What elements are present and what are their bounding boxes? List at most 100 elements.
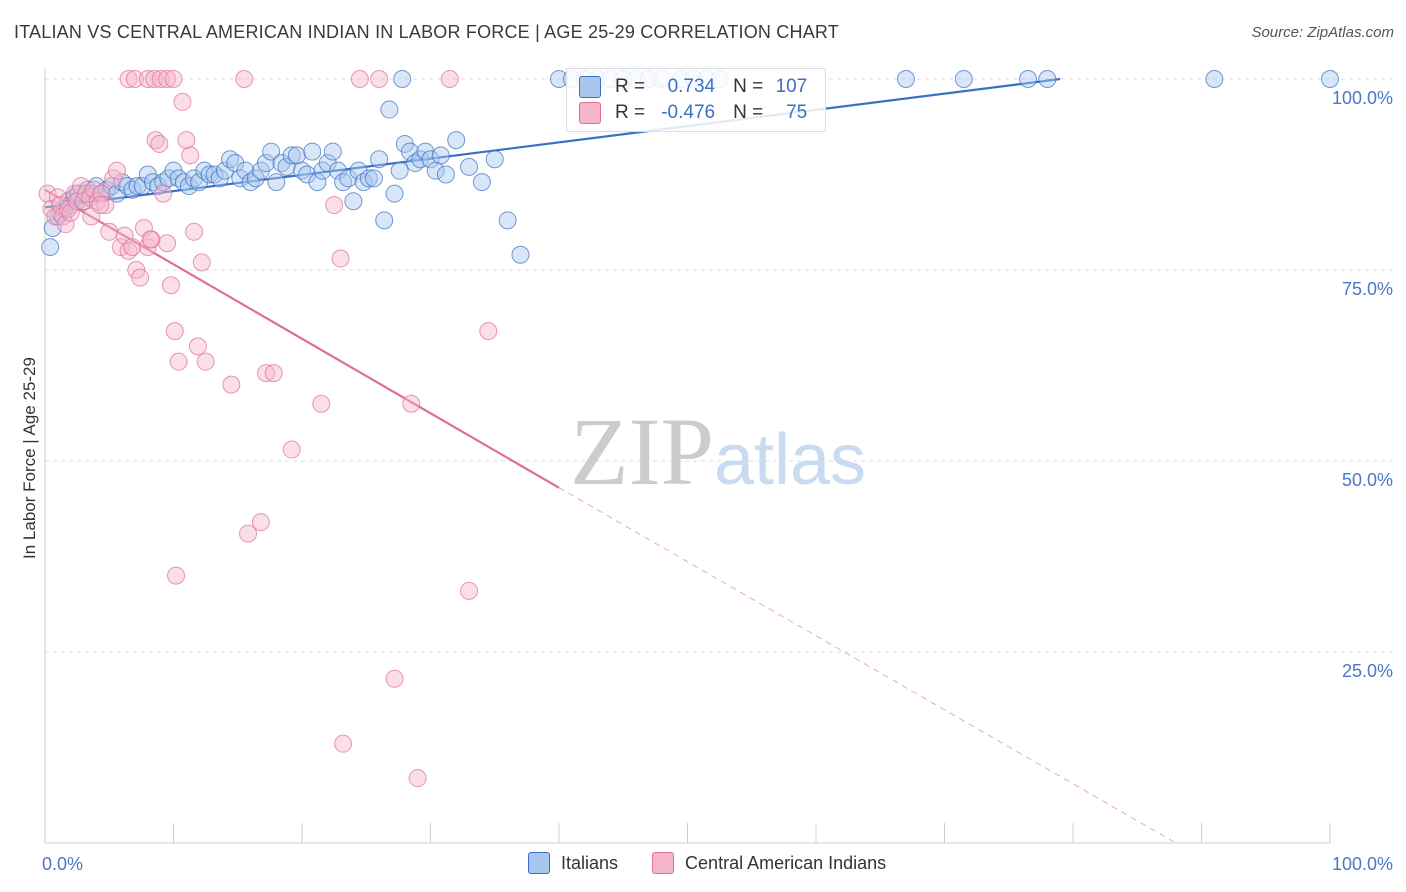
- r-value-central-american-indians: -0.476: [661, 102, 716, 123]
- blue-swatch-icon: [579, 76, 601, 98]
- italians-point: [485, 150, 504, 169]
- series-legend: Italians Central American Indians: [528, 852, 920, 874]
- central-american-indians-point: [161, 276, 180, 295]
- central-american-indians-point: [222, 375, 241, 394]
- italians-point: [447, 131, 466, 150]
- central-american-indians-point: [141, 230, 160, 249]
- italians-point: [370, 150, 389, 169]
- central-american-indians-point: [181, 146, 200, 165]
- central-american-indians-point: [151, 70, 170, 88]
- italians-point: [215, 161, 234, 180]
- italians-point: [954, 70, 973, 88]
- italians-point: [328, 161, 347, 180]
- central-american-indians-point: [334, 734, 353, 753]
- central-american-indians-point: [440, 70, 459, 88]
- pink-swatch-icon: [652, 852, 675, 874]
- blue-swatch-icon: [528, 852, 550, 874]
- italians-point: [262, 142, 281, 161]
- tick-labels: 25.0% 50.0% 75.0% 100.0% 0.0% 100.0%: [42, 88, 1393, 874]
- italians-point: [511, 245, 530, 264]
- italians-point: [200, 165, 219, 184]
- central-american-indians-point: [188, 337, 207, 356]
- italians-point: [41, 238, 60, 257]
- italians-point: [339, 169, 358, 188]
- italians-point: [472, 173, 491, 192]
- correlation-legend: R = 0.734 N = 107 R = -0.476 N = 75: [566, 68, 826, 132]
- central-american-indians-trend-extension: [558, 487, 1177, 844]
- italians-point: [1019, 70, 1038, 88]
- y-tick-label: 75.0%: [1342, 279, 1393, 299]
- italians-point: [287, 146, 306, 165]
- central-american-indians-point: [92, 184, 111, 203]
- trend-lines: [44, 77, 1177, 844]
- central-american-indians-point: [192, 253, 211, 272]
- central-american-indians-point: [91, 196, 110, 215]
- y-tick-label: 50.0%: [1342, 470, 1393, 490]
- central-american-indians-point: [251, 513, 270, 532]
- italians-point: [323, 142, 342, 161]
- n-label: N =: [733, 102, 764, 123]
- central-american-indians-point: [96, 196, 115, 215]
- central-american-indians-point: [123, 238, 142, 257]
- central-american-indians-point: [154, 184, 173, 203]
- source-label: Source: ZipAtlas.com: [1251, 24, 1394, 41]
- y-tick-label: 100.0%: [1332, 88, 1393, 108]
- italians-point: [400, 142, 419, 161]
- italians-point: [267, 173, 286, 192]
- central-american-indians-point: [185, 222, 204, 241]
- central-american-indians-point: [119, 70, 138, 88]
- central-american-indians-point: [370, 70, 389, 88]
- axes: [44, 68, 1331, 844]
- central-american-indians-point: [312, 394, 331, 413]
- r-label: R =: [615, 102, 646, 123]
- central-american-indians-point: [402, 394, 421, 413]
- italians-point: [277, 157, 296, 176]
- data-points: [38, 70, 1339, 788]
- italians-point: [1205, 70, 1224, 88]
- italians-point: [359, 169, 378, 188]
- n-value-italians: 107: [775, 76, 808, 97]
- central-american-indians-point: [164, 70, 183, 88]
- legend-label-central-american-indians: Central American Indians: [685, 852, 887, 873]
- italians-point: [344, 192, 363, 211]
- legend-item-central-american-indians[interactable]: Central American Indians: [652, 852, 886, 874]
- italians-point: [128, 176, 147, 195]
- italians-point: [460, 157, 479, 176]
- italians-point: [282, 146, 301, 165]
- central-american-indians-point: [264, 364, 283, 383]
- central-american-indians-point: [479, 322, 498, 341]
- central-american-indians-point: [167, 566, 186, 585]
- central-american-indians-point: [408, 769, 427, 788]
- r-label: R =: [615, 76, 646, 97]
- central-american-indians-point: [138, 70, 157, 88]
- central-american-indians-point: [325, 196, 344, 215]
- italians-point: [318, 154, 337, 173]
- pink-swatch-icon: [579, 102, 601, 124]
- italians-trend-line: [44, 77, 1061, 209]
- italians-point: [498, 211, 517, 230]
- central-american-indians-point: [158, 234, 177, 253]
- central-american-indians-point: [100, 222, 119, 241]
- y-tick-label: 25.0%: [1342, 661, 1393, 681]
- central-american-indians-point: [38, 184, 57, 203]
- italians-point: [1321, 70, 1339, 88]
- italians-point: [431, 146, 450, 165]
- r-value-italians: 0.734: [667, 76, 716, 97]
- central-american-indians-point: [239, 524, 258, 543]
- italians-point: [393, 70, 412, 88]
- italians-point: [380, 100, 399, 119]
- italians-point: [349, 161, 368, 180]
- central-american-indians-point: [131, 268, 150, 287]
- italians-point: [303, 142, 322, 161]
- central-american-indians-point: [460, 581, 479, 600]
- central-american-indians-point: [235, 70, 254, 88]
- italians-point: [133, 176, 152, 195]
- chart-title: ITALIAN VS CENTRAL AMERICAN INDIAN IN LA…: [14, 22, 839, 42]
- italians-point: [308, 173, 327, 192]
- central-american-indians-point: [145, 70, 164, 88]
- italians-point: [896, 70, 915, 88]
- italians-point: [436, 165, 455, 184]
- watermark: ZIPatlas: [570, 398, 866, 505]
- x-tick-label: 100.0%: [1332, 854, 1393, 874]
- legend-item-italians[interactable]: Italians: [528, 852, 618, 874]
